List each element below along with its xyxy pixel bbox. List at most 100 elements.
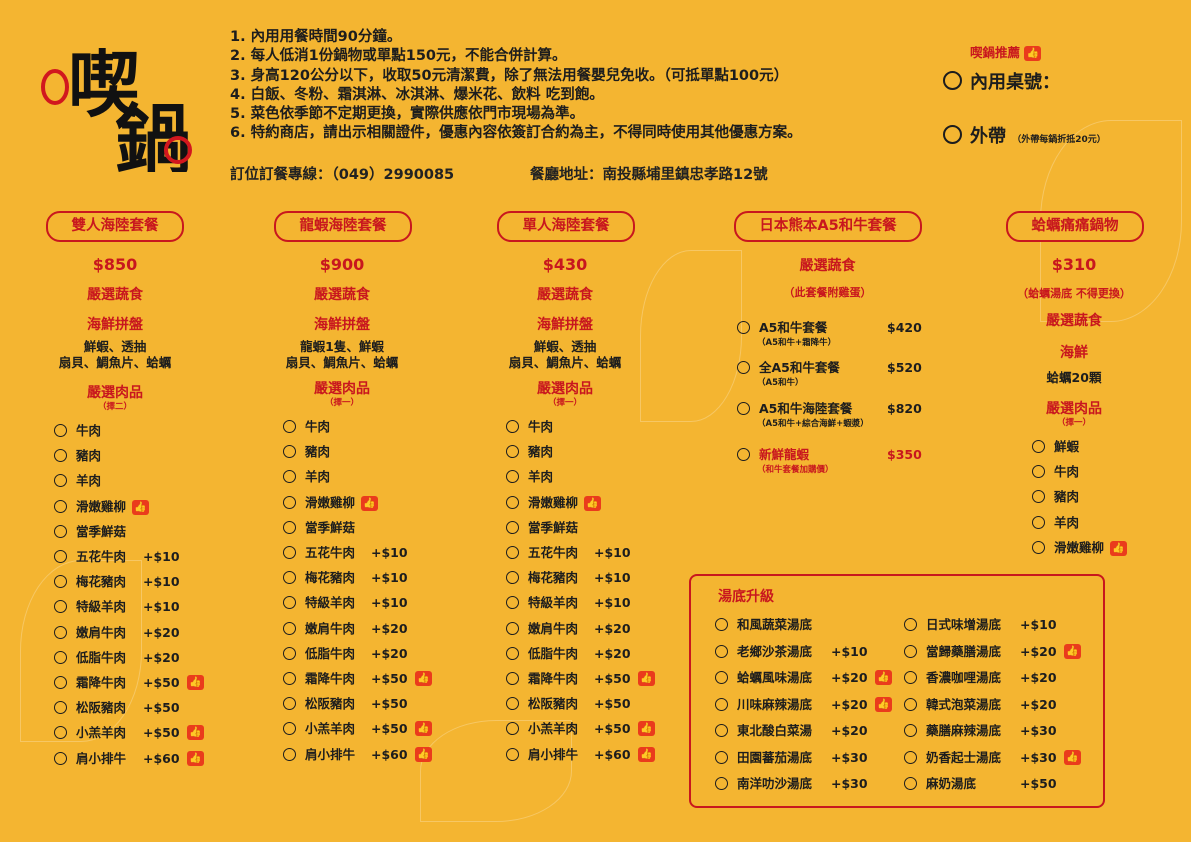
- checkbox-circle-icon[interactable]: [283, 722, 296, 736]
- checkbox-circle-icon[interactable]: [283, 445, 296, 459]
- checkbox-circle-icon[interactable]: [54, 499, 67, 513]
- checkbox-circle-icon[interactable]: [283, 571, 296, 585]
- checkbox-circle-icon[interactable]: [506, 445, 519, 459]
- menu-option[interactable]: 豬肉: [54, 447, 101, 465]
- menu-option[interactable]: 牛肉: [54, 422, 101, 440]
- menu-option[interactable]: 豬肉: [283, 443, 330, 461]
- menu-option[interactable]: 羊肉: [1032, 514, 1079, 532]
- checkbox-circle-icon[interactable]: [54, 474, 67, 488]
- menu-option[interactable]: 特級羊肉 +$10: [283, 594, 408, 612]
- checkbox-circle-icon[interactable]: [737, 402, 750, 415]
- menu-option[interactable]: 嫩肩牛肉 +$20: [54, 624, 180, 642]
- checkbox-circle-icon[interactable]: [506, 495, 519, 509]
- checkbox-circle-icon[interactable]: [54, 650, 67, 664]
- checkbox-circle-icon[interactable]: [506, 520, 519, 534]
- menu-option[interactable]: 梅花豬肉 +$10: [283, 569, 408, 587]
- menu-option[interactable]: 羊肉: [506, 468, 553, 486]
- checkbox-circle-icon[interactable]: [715, 777, 728, 790]
- menu-option[interactable]: 霜降牛肉 +$50 👍: [54, 674, 204, 692]
- soup-option[interactable]: 香濃咖哩湯底 +$20: [904, 669, 1057, 687]
- menu-option[interactable]: 牛肉: [1032, 463, 1079, 481]
- checkbox-circle-icon[interactable]: [54, 600, 67, 614]
- checkbox-circle-icon[interactable]: [283, 520, 296, 534]
- soup-option[interactable]: 南洋叻沙湯底 +$30: [715, 775, 868, 793]
- menu-option[interactable]: 羊肉: [54, 472, 101, 490]
- checkbox-circle-icon[interactable]: [283, 495, 296, 509]
- checkbox-circle-icon[interactable]: [904, 724, 917, 737]
- menu-option[interactable]: 低脂牛肉 +$20: [283, 645, 408, 663]
- menu-option[interactable]: 肩小排牛 +$60 👍: [54, 750, 204, 768]
- menu-option[interactable]: 滑嫩雞柳 👍: [506, 494, 602, 512]
- menu-option[interactable]: 特級羊肉 +$10: [54, 598, 180, 616]
- checkbox-circle-icon[interactable]: [1032, 440, 1045, 453]
- wagyu-option[interactable]: 新鮮龍蝦 $350 （和牛套餐加購價）: [737, 446, 922, 475]
- checkbox-circle-icon[interactable]: [506, 546, 519, 559]
- menu-option[interactable]: 當季鮮菇: [283, 519, 355, 537]
- menu-option[interactable]: 滑嫩雞柳 👍: [1032, 539, 1128, 557]
- wagyu-option[interactable]: 全A5和牛套餐 $520 （A5和牛）: [737, 359, 922, 388]
- checkbox-circle-icon[interactable]: [54, 424, 67, 437]
- checkbox-circle-icon[interactable]: [283, 420, 296, 433]
- checkbox-circle-icon[interactable]: [506, 596, 519, 610]
- menu-option[interactable]: 牛肉: [283, 418, 330, 436]
- checkbox-circle-icon[interactable]: [506, 470, 519, 484]
- checkbox-circle-icon[interactable]: [1032, 465, 1045, 479]
- checkbox-circle-icon[interactable]: [715, 644, 728, 658]
- menu-option[interactable]: 豬肉: [506, 443, 553, 461]
- menu-option[interactable]: 低脂牛肉 +$20: [506, 645, 631, 663]
- checkbox-circle-icon[interactable]: [943, 71, 962, 90]
- checkbox-circle-icon[interactable]: [715, 671, 728, 684]
- checkbox-circle-icon[interactable]: [904, 618, 917, 631]
- checkbox-circle-icon[interactable]: [283, 672, 296, 685]
- soup-option[interactable]: 奶香起士湯底 +$30 👍: [904, 749, 1081, 767]
- takeout-option[interactable]: 外帶 （外帶每鍋折抵20元）: [943, 122, 1106, 148]
- menu-option[interactable]: 滑嫩雞柳 👍: [54, 498, 150, 516]
- soup-option[interactable]: 蛤蠣風味湯底 +$20 👍: [715, 669, 892, 687]
- menu-option[interactable]: 五花牛肉 +$10: [54, 548, 180, 566]
- menu-option[interactable]: 豬肉: [1032, 488, 1079, 506]
- menu-option[interactable]: 鮮蝦: [1032, 438, 1079, 456]
- soup-option[interactable]: 東北酸白菜湯 +$20: [715, 722, 868, 740]
- dine-in-option[interactable]: 內用桌號：: [943, 68, 1060, 94]
- checkbox-circle-icon[interactable]: [904, 671, 917, 684]
- checkbox-circle-icon[interactable]: [904, 750, 917, 764]
- checkbox-circle-icon[interactable]: [283, 621, 296, 635]
- checkbox-circle-icon[interactable]: [715, 724, 728, 737]
- menu-option[interactable]: 滑嫩雞柳 👍: [283, 494, 379, 512]
- menu-option[interactable]: 嫩肩牛肉 +$20: [506, 620, 631, 638]
- checkbox-circle-icon[interactable]: [54, 701, 67, 715]
- checkbox-circle-icon[interactable]: [904, 697, 917, 711]
- checkbox-circle-icon[interactable]: [1032, 540, 1045, 554]
- menu-option[interactable]: 當季鮮菇: [506, 519, 578, 537]
- checkbox-circle-icon[interactable]: [506, 697, 519, 711]
- checkbox-circle-icon[interactable]: [1032, 490, 1045, 504]
- soup-option[interactable]: 老鄉沙茶湯底 +$10: [715, 643, 868, 661]
- menu-option[interactable]: 松阪豬肉 +$50: [54, 699, 180, 717]
- menu-option[interactable]: 羊肉: [283, 468, 330, 486]
- checkbox-circle-icon[interactable]: [283, 470, 296, 484]
- checkbox-circle-icon[interactable]: [506, 420, 519, 433]
- checkbox-circle-icon[interactable]: [737, 448, 750, 461]
- menu-option[interactable]: 霜降牛肉 +$50 👍: [283, 670, 432, 688]
- menu-option[interactable]: 小羔羊肉 +$50 👍: [54, 724, 204, 742]
- checkbox-circle-icon[interactable]: [283, 747, 296, 761]
- menu-option[interactable]: 肩小排牛 +$60 👍: [506, 746, 655, 764]
- checkbox-circle-icon[interactable]: [54, 625, 67, 639]
- menu-option[interactable]: 松阪豬肉 +$50: [283, 695, 408, 713]
- checkbox-circle-icon[interactable]: [943, 125, 962, 144]
- wagyu-option[interactable]: A5和牛套餐 $420 （A5和牛+霜降牛）: [737, 319, 922, 348]
- checkbox-circle-icon[interactable]: [506, 646, 519, 660]
- checkbox-circle-icon[interactable]: [283, 646, 296, 660]
- menu-option[interactable]: 小羔羊肉 +$50 👍: [506, 720, 655, 738]
- checkbox-circle-icon[interactable]: [904, 644, 917, 658]
- soup-option[interactable]: 田園蕃茄湯底 +$30: [715, 749, 868, 767]
- menu-option[interactable]: 低脂牛肉 +$20: [54, 649, 180, 667]
- soup-option[interactable]: 當歸藥膳湯底 +$20 👍: [904, 643, 1081, 661]
- checkbox-circle-icon[interactable]: [737, 361, 750, 374]
- checkbox-circle-icon[interactable]: [737, 321, 750, 334]
- checkbox-circle-icon[interactable]: [715, 618, 728, 631]
- checkbox-circle-icon[interactable]: [506, 747, 519, 761]
- checkbox-circle-icon[interactable]: [283, 697, 296, 711]
- soup-option[interactable]: 藥膳麻辣湯底 +$30: [904, 722, 1057, 740]
- menu-option[interactable]: 五花牛肉 +$10: [506, 544, 631, 562]
